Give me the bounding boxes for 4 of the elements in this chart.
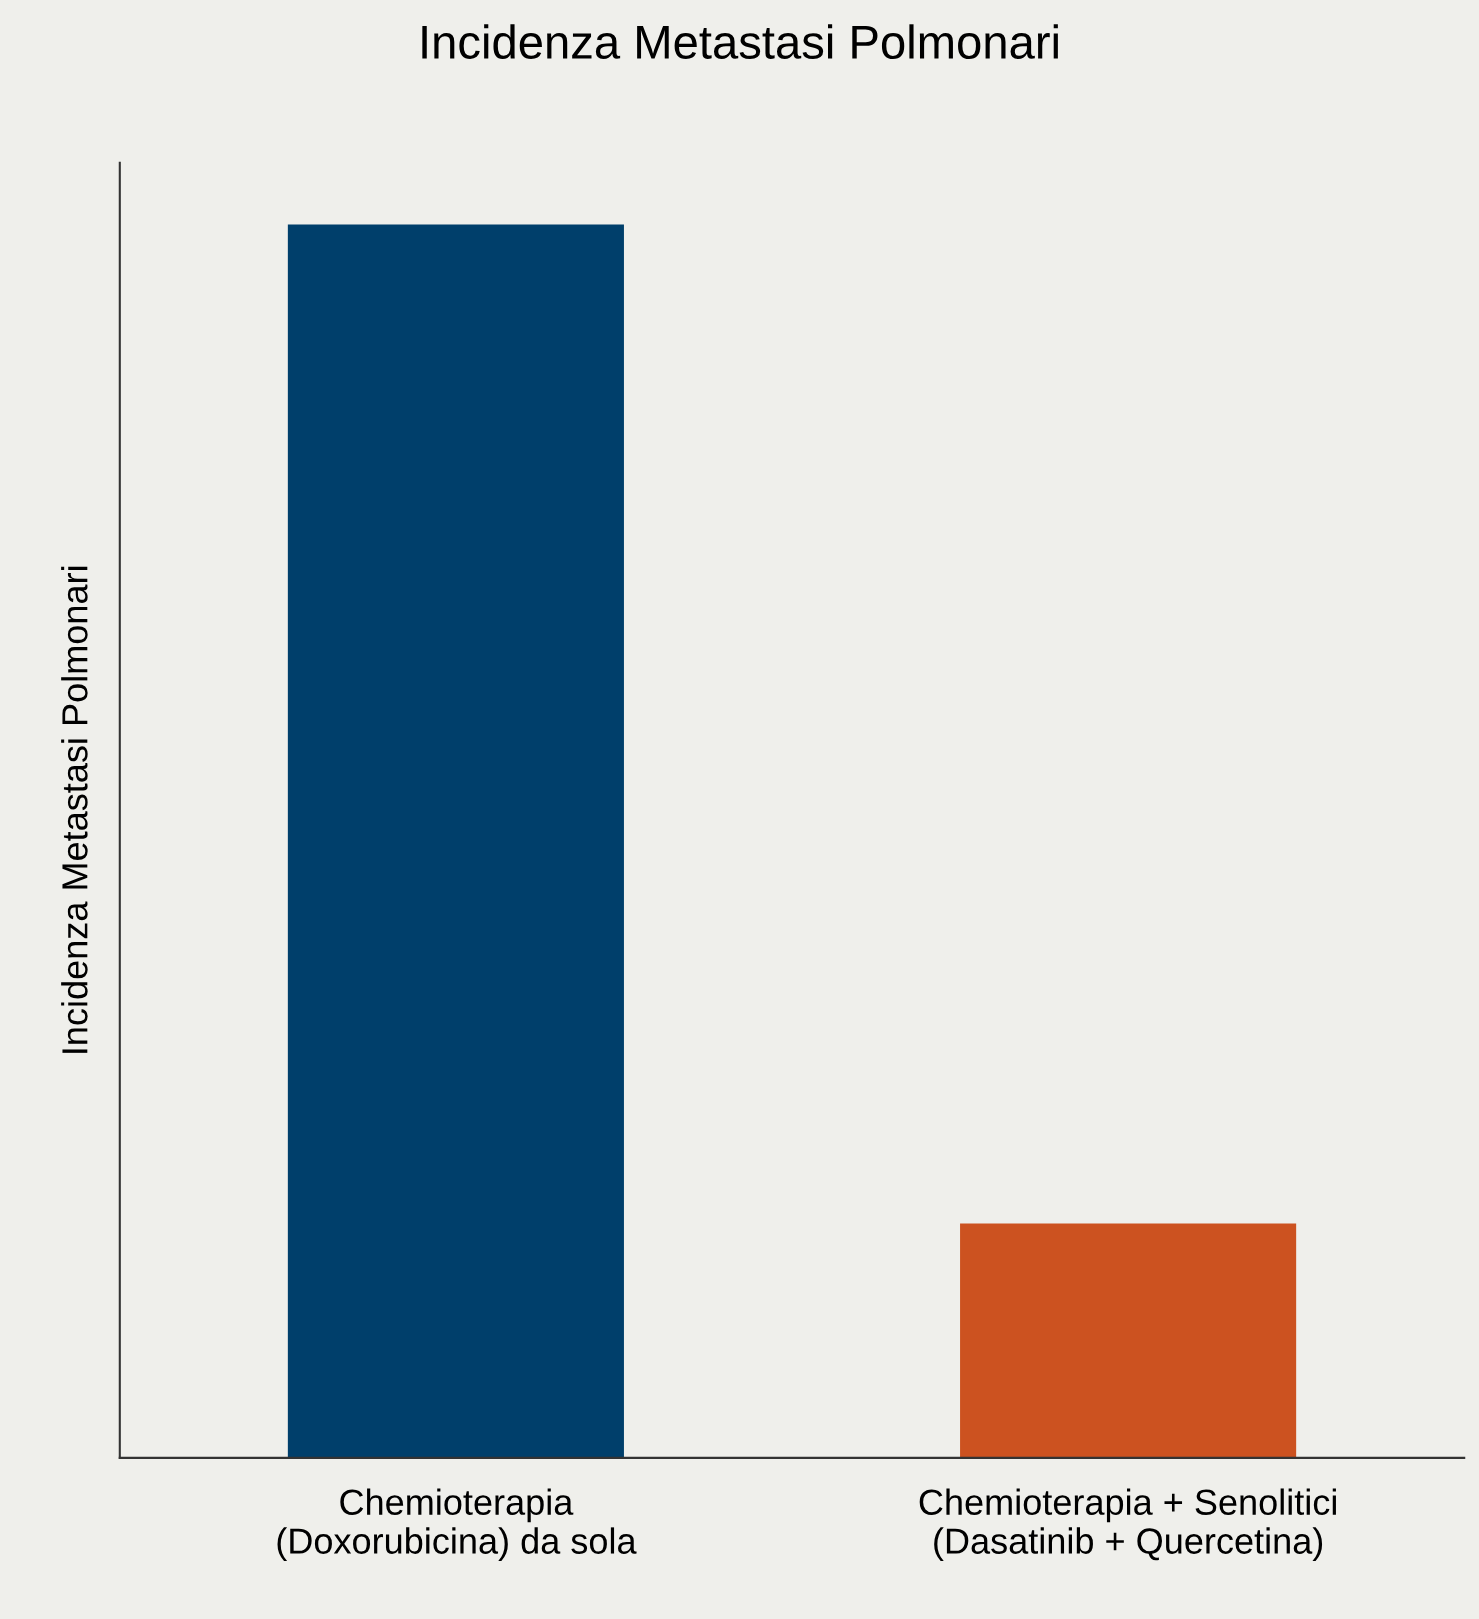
x-tick-label: Chemioterapia (Doxorubicina) da sola (277, 1488, 637, 1562)
chart-title: Incidenza Metastasi Polmonari (422, 24, 1058, 59)
x-tick-label: Chemioterapia + Senolitici (Dasatinib + Quercetina) (919, 1488, 1336, 1562)
y-axis-title: Incidenza Metastasi Polmonari (61, 566, 88, 1053)
